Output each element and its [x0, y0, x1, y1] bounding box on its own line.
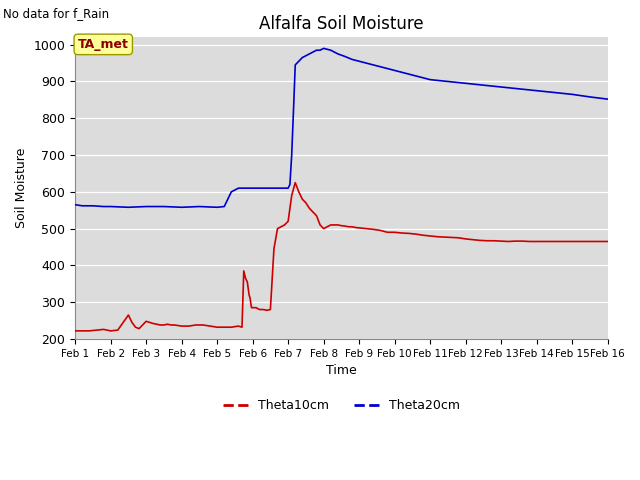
Legend: Theta10cm, Theta20cm: Theta10cm, Theta20cm	[218, 394, 465, 417]
Title: Alfalfa Soil Moisture: Alfalfa Soil Moisture	[259, 15, 424, 33]
Text: No data for f_Rain: No data for f_Rain	[3, 7, 109, 20]
Y-axis label: Soil Moisture: Soil Moisture	[15, 148, 28, 228]
X-axis label: Time: Time	[326, 364, 356, 377]
Text: TA_met: TA_met	[78, 38, 129, 51]
